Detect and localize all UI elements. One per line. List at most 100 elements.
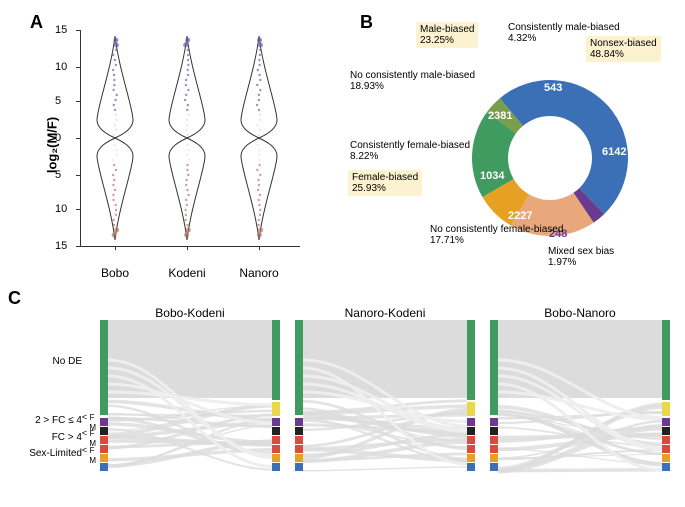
sankey-left-bar [100, 418, 108, 426]
sankey-right-bar [272, 454, 280, 462]
sankey-right-bar [272, 418, 280, 426]
violin-plot-area: log₂(M/F) 15105051015 BoboKodeniNanoro [80, 30, 310, 260]
sankey-left-bar [490, 454, 498, 462]
sankey-right-bar [467, 418, 475, 426]
donut-chart [470, 78, 630, 238]
sankey-left-bar [490, 427, 498, 435]
sankey-right-bar [662, 427, 670, 435]
y-tick: 15 [55, 240, 67, 252]
sankey-left-bar [295, 445, 303, 453]
sankey-bobo-kodeni: Bobo-Kodeni [100, 320, 280, 480]
donut-hole [508, 116, 592, 200]
y-tick: 5 [55, 169, 61, 181]
slice-count-nofemale: 2227 [508, 210, 532, 222]
slice-count-nonsex: 6142 [602, 146, 626, 158]
panel-b: 6142Mixed sex bias1.97%248No consistentl… [360, 18, 670, 278]
y-tick: 0 [55, 132, 61, 144]
sankey-right-bar [467, 463, 475, 471]
slice-count-consfemale: 1034 [480, 170, 504, 182]
sankey-left-bar [100, 454, 108, 462]
sankey-left-bar [295, 463, 303, 471]
sankey-right-bar [272, 463, 280, 471]
sankey-right-bar [662, 418, 670, 426]
sankey-right-bar [272, 445, 280, 453]
x-axis-line [80, 246, 300, 247]
violin-kodeni [157, 30, 217, 246]
y-tick-mark [76, 209, 80, 210]
sankey-right-bar [467, 445, 475, 453]
highlight-nonsex-biased: Nonsex-biased48.84% [586, 36, 661, 62]
highlight-female-biased: Female-biased25.93% [348, 170, 422, 196]
sankey-left-bar [100, 436, 108, 444]
slice-label-nomale: No consistently male-biased18.93% [350, 70, 475, 92]
row-label: 2 > FC ≤ 4 [35, 415, 82, 426]
y-tick: 10 [55, 203, 67, 215]
y-tick-mark [76, 138, 80, 139]
sankey-crossings [295, 320, 475, 480]
y-tick-mark [76, 67, 80, 68]
sankey-title: Bobo-Kodeni [155, 306, 224, 320]
sankey-left-bar [490, 436, 498, 444]
highlight-male-biased: Male-biased23.25% [416, 22, 478, 48]
slice-label-nofemale: No consistently female-biased17.71% [430, 224, 563, 246]
sankey-right-bar [662, 463, 670, 471]
sankey-title: Bobo-Nanoro [544, 306, 615, 320]
x-category: Bobo [101, 266, 129, 280]
sankey-right-bar [467, 436, 475, 444]
y-axis-line [80, 30, 81, 246]
x-tick-mark [187, 246, 188, 250]
sankey-right-bar [272, 436, 280, 444]
sankey-left-bar [490, 320, 498, 415]
slice-count-nomale: 2381 [488, 110, 512, 122]
sankey-left-bar [295, 436, 303, 444]
sankey-right-bar [467, 402, 475, 416]
slice-label-consfemale: Consistently female-biased8.22% [350, 140, 470, 162]
sankey-left-bar [295, 320, 303, 415]
x-category: Nanoro [239, 266, 278, 280]
sankey-right-bar [272, 402, 280, 416]
violin-bobo [85, 30, 145, 246]
slice-count-consmale: 543 [544, 82, 562, 94]
sankey-bobo-nanoro: Bobo-Nanoro [490, 320, 670, 480]
sankey-crossings [100, 320, 280, 480]
row-label: No DE [53, 356, 82, 367]
sankey-right-bar [662, 320, 670, 400]
sankey-crossings [490, 320, 670, 480]
row-label: Sex-Limited [29, 448, 82, 459]
sankey-left-bar [100, 427, 108, 435]
fm-brace: < F M [82, 445, 96, 465]
sankey-left-bar [100, 445, 108, 453]
sankey-left-bar [490, 463, 498, 471]
sankey-left-bar [295, 427, 303, 435]
y-tick-mark [76, 175, 80, 176]
sankey-right-bar [467, 454, 475, 462]
sankey-right-bar [272, 427, 280, 435]
sankey-left-bar [490, 418, 498, 426]
sankey-right-bar [272, 320, 280, 400]
x-tick-mark [259, 246, 260, 250]
y-tick: 15 [55, 24, 67, 36]
sankey-left-bar [295, 454, 303, 462]
row-label: FC > 4 [52, 432, 82, 443]
sankey-nanoro-kodeni: Nanoro-Kodeni [295, 320, 475, 480]
sankey-right-bar [467, 320, 475, 400]
panel-c-label: C [8, 288, 21, 309]
y-tick: 10 [55, 61, 67, 73]
sankey-right-bar [662, 445, 670, 453]
y-tick: 5 [55, 95, 61, 107]
panel-a: log₂(M/F) 15 10 5 0 5 10 15 Bobo Kodeni Nanoro [40, 20, 320, 280]
panel-c: No DE2 > FC ≤ 4FC > 4Sex-Limited< F M< F… [40, 300, 670, 500]
sankey-right-bar [467, 427, 475, 435]
x-category: Kodeni [168, 266, 205, 280]
violin-nanoro [229, 30, 289, 246]
x-tick-mark [115, 246, 116, 250]
sankey-right-bar [662, 454, 670, 462]
sankey-left-bar [295, 418, 303, 426]
y-axis-label: log₂(M/F) [45, 117, 60, 173]
sankey-left-bar [100, 463, 108, 471]
sankey-left-bar [490, 445, 498, 453]
sankey-title: Nanoro-Kodeni [345, 306, 426, 320]
slice-label-mixed: Mixed sex bias1.97% [548, 246, 614, 268]
sankey-left-bar [100, 320, 108, 415]
y-tick-mark [76, 30, 80, 31]
